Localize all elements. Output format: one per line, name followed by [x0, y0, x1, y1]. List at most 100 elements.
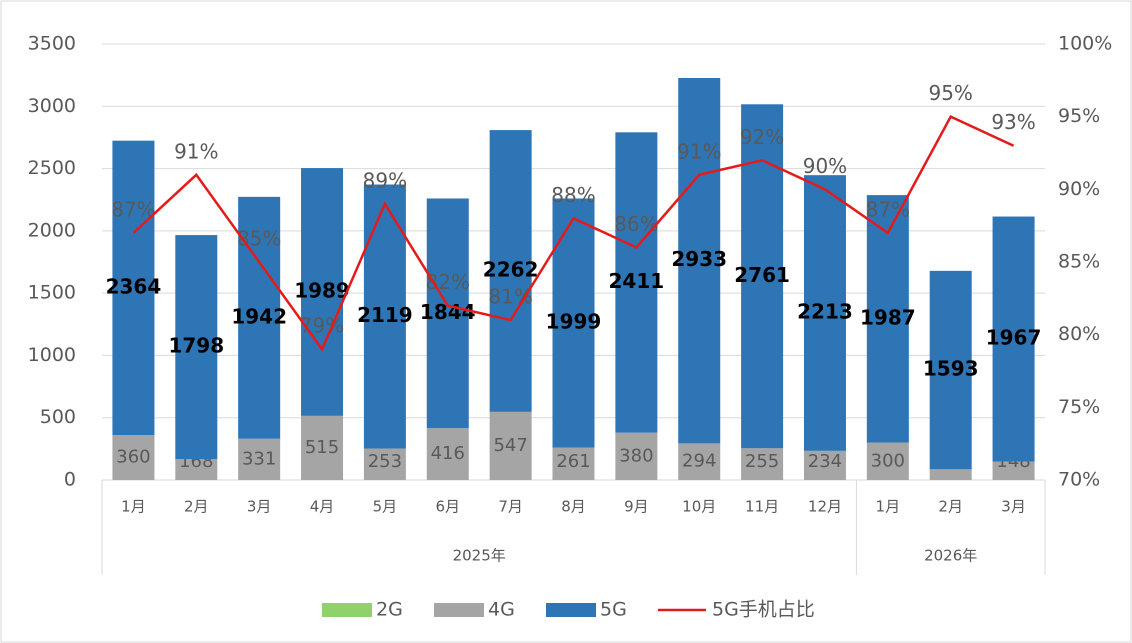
y-tick-label: 2000 — [28, 219, 76, 241]
y-tick-label: 1000 — [28, 344, 76, 366]
y2-tick-label: 75% — [1058, 396, 1100, 418]
bar-5g — [866, 195, 909, 443]
data-label-5g: 2119 — [357, 303, 413, 327]
data-label-5g: 2761 — [734, 263, 790, 287]
x-tick-label: 4月 — [310, 498, 335, 516]
bar-5g — [929, 270, 972, 470]
bar-4g — [363, 448, 406, 480]
data-label-5g: 2933 — [671, 247, 727, 271]
group-label: 2025年 — [453, 547, 506, 565]
y-tick-label: 3000 — [28, 95, 76, 117]
x-tick-label: 1月 — [876, 498, 901, 516]
y2-tick-label: 80% — [1058, 323, 1100, 345]
legend-label: 5G — [600, 599, 627, 621]
data-label-5g: 1989 — [294, 278, 350, 302]
legend-swatch — [322, 603, 372, 617]
data-label-5g: 1987 — [860, 305, 916, 329]
legend-label: 2G — [376, 599, 403, 621]
share-line — [132, 115, 1015, 352]
y-tick-label: 2500 — [28, 157, 76, 179]
x-tick-label: 5月 — [373, 498, 398, 516]
y2-tick-label: 95% — [1058, 105, 1100, 127]
bar-4g — [741, 448, 784, 480]
x-tick-label: 8月 — [561, 498, 586, 516]
line-label: 85% — [237, 227, 281, 251]
bar-4g — [238, 438, 281, 480]
data-label-4g: 380 — [619, 445, 653, 466]
y-tick-label: 1500 — [28, 282, 76, 304]
data-label-4g: 253 — [368, 451, 402, 472]
line-label: 95% — [928, 81, 972, 105]
data-label-5g: 2364 — [106, 274, 162, 298]
line-label: 89% — [363, 168, 407, 192]
line-label: 87% — [111, 197, 155, 221]
x-tick-label: 9月 — [624, 498, 649, 516]
data-label-4g: 234 — [808, 451, 842, 472]
data-label-5g: 2262 — [483, 257, 539, 281]
legend-label: 5G手机占比 — [712, 599, 815, 621]
bar-4g — [301, 415, 344, 480]
bar-4g — [866, 442, 909, 480]
x-tick-label: 1月 — [121, 498, 146, 516]
data-label-4g: 255 — [745, 451, 779, 472]
data-label-5g: 1942 — [231, 304, 287, 328]
data-label-4g: 360 — [116, 447, 150, 468]
bar-4g — [489, 411, 532, 480]
bar-4g — [552, 447, 595, 480]
line-label: 92% — [740, 125, 784, 149]
y2-tick-label: 100% — [1058, 33, 1112, 55]
y2-tick-label: 70% — [1058, 469, 1100, 491]
bar-4g — [678, 443, 721, 480]
y-tick-label: 0 — [64, 469, 76, 491]
bar-5g — [992, 216, 1035, 462]
line-label: 90% — [803, 154, 847, 178]
bar-5g — [301, 168, 344, 416]
x-tick-label: 11月 — [745, 498, 779, 516]
bar-4g — [112, 435, 155, 480]
group-label: 2026年 — [924, 547, 977, 565]
line-label: 88% — [551, 183, 595, 207]
bar-4g — [175, 459, 218, 480]
data-label-4g: 300 — [871, 450, 905, 471]
data-label-4g: 331 — [242, 448, 276, 469]
x-tick-label: 2月 — [938, 498, 963, 516]
bar-5g — [426, 198, 469, 429]
line-label: 87% — [866, 197, 910, 221]
data-label-5g: 1967 — [986, 326, 1042, 350]
data-label-4g: 515 — [305, 437, 339, 458]
bar-5g — [678, 78, 721, 444]
bar-4g — [929, 469, 972, 480]
data-label-5g: 1999 — [546, 309, 602, 333]
bar-5g — [238, 196, 281, 439]
bar-5g — [112, 140, 155, 436]
data-label-4g: 294 — [682, 451, 716, 472]
legend-label: 4G — [488, 599, 515, 621]
data-label-5g: 2411 — [609, 269, 665, 293]
y2-tick-label: 90% — [1058, 178, 1100, 200]
data-label-5g: 1593 — [923, 357, 979, 381]
y-tick-label: 500 — [40, 406, 76, 428]
bar-4g — [615, 432, 658, 480]
data-label-4g: 547 — [493, 435, 527, 456]
bar-5g — [175, 235, 218, 460]
bar-5g — [803, 175, 846, 451]
bar-5g — [615, 132, 658, 433]
x-tick-label: 7月 — [498, 498, 523, 516]
x-tick-label: 10月 — [682, 498, 716, 516]
line-label: 93% — [991, 110, 1035, 134]
data-label-5g: 2213 — [797, 300, 853, 324]
bar-4g — [803, 450, 846, 480]
x-tick-label: 12月 — [808, 498, 842, 516]
x-tick-label: 3月 — [1001, 498, 1026, 516]
data-label-5g: 1798 — [168, 334, 224, 358]
bar-4g — [992, 461, 1035, 480]
line-label: 86% — [614, 212, 658, 236]
line-label: 91% — [677, 139, 721, 163]
data-label-4g: 416 — [431, 443, 465, 464]
x-tick-label: 2月 — [184, 498, 209, 516]
bar-4g — [426, 428, 469, 480]
y-tick-label: 3500 — [28, 33, 76, 55]
bar-5g — [489, 130, 532, 412]
legend-swatch — [434, 603, 484, 617]
